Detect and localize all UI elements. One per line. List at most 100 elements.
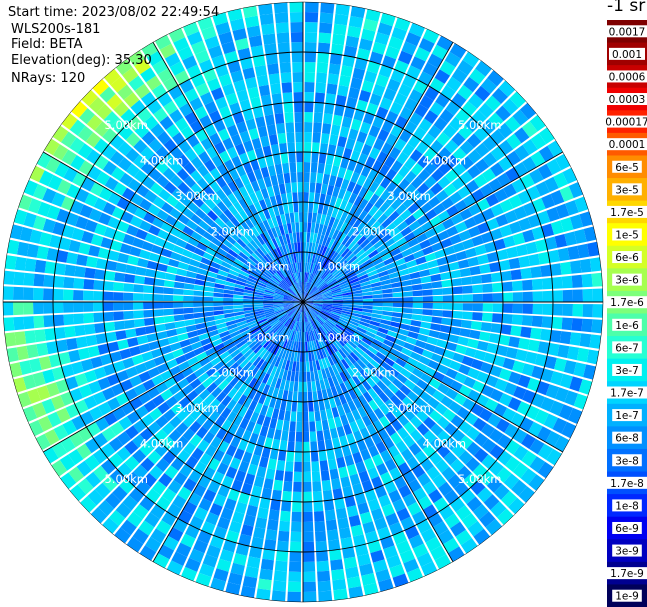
heatmap-cell xyxy=(103,68,121,86)
heatmap-cell xyxy=(233,337,244,346)
heatmap-cell xyxy=(140,146,155,161)
heatmap-cell xyxy=(34,259,47,273)
heatmap-cell xyxy=(420,321,432,329)
heatmap-cell xyxy=(293,471,302,482)
heatmap-cell xyxy=(321,419,330,431)
heatmap-cell xyxy=(312,264,318,274)
heatmap-cell xyxy=(439,324,451,334)
heatmap-cell xyxy=(434,69,451,84)
heatmap-cell xyxy=(215,64,229,78)
heatmap-cell xyxy=(555,387,569,403)
heatmap-cell xyxy=(16,241,30,257)
heatmap-cell xyxy=(441,279,453,288)
heatmap-cell xyxy=(272,580,287,592)
heatmap-cell xyxy=(292,501,302,512)
heatmap-cell xyxy=(278,284,287,291)
heatmap-cell xyxy=(353,430,363,442)
heatmap-cell xyxy=(216,347,228,356)
heatmap-cell xyxy=(333,241,342,252)
heatmap-cell xyxy=(102,387,116,401)
heatmap-cell xyxy=(317,280,326,289)
heatmap-cell xyxy=(78,384,93,398)
heatmap-cell xyxy=(408,373,420,385)
heatmap-cell xyxy=(189,420,202,434)
heatmap-cell xyxy=(320,470,330,481)
heatmap-cell xyxy=(370,317,382,323)
heatmap-cell xyxy=(133,284,144,293)
heatmap-cell xyxy=(259,199,268,211)
heatmap-cell xyxy=(365,349,376,359)
heatmap-cell xyxy=(61,364,75,378)
heatmap-cell xyxy=(138,343,151,354)
heatmap-cell xyxy=(292,320,297,331)
heatmap-cell xyxy=(337,188,346,200)
heatmap-cell xyxy=(525,241,538,255)
heatmap-cell xyxy=(521,433,536,450)
heatmap-cell xyxy=(150,504,166,519)
heatmap-cell xyxy=(424,86,440,101)
heatmap-cell xyxy=(475,142,490,158)
heatmap-cell xyxy=(93,366,107,380)
heatmap-cell xyxy=(455,250,468,261)
heatmap-cell xyxy=(564,231,577,246)
heatmap-cell xyxy=(348,320,359,327)
heatmap-cell xyxy=(53,302,64,314)
heatmap-cell xyxy=(371,476,383,489)
heatmap-cell xyxy=(339,527,352,539)
heatmap-cell xyxy=(164,322,176,331)
heatmap-cell xyxy=(390,432,402,445)
heatmap-cell xyxy=(440,238,453,249)
heatmap-cell xyxy=(473,448,489,463)
colorbar-label-bg xyxy=(605,138,647,151)
heatmap-cell xyxy=(122,357,135,369)
heatmap-cell xyxy=(268,280,278,287)
heatmap-cell xyxy=(185,372,198,384)
heatmap-cell xyxy=(502,407,516,422)
heatmap-cell xyxy=(209,503,223,517)
heatmap-cell xyxy=(309,309,317,317)
heatmap-cell xyxy=(357,502,370,515)
heatmap-cell xyxy=(268,134,278,146)
heatmap-cell xyxy=(312,232,318,244)
heatmap-cell xyxy=(430,545,447,561)
colorbar-label-bg xyxy=(612,499,642,512)
heatmap-cell xyxy=(480,322,492,332)
heatmap-cell xyxy=(439,60,456,76)
heatmap-cell xyxy=(343,369,352,380)
heatmap-cell xyxy=(303,551,315,562)
heatmap-cell xyxy=(110,76,127,93)
heatmap-cell xyxy=(253,391,262,403)
heatmap-cell xyxy=(251,536,264,549)
heatmap-cell xyxy=(327,355,335,366)
heatmap-cell xyxy=(350,150,361,162)
heatmap-cell xyxy=(419,391,432,403)
heatmap-cell xyxy=(427,125,442,139)
heatmap-cell xyxy=(209,261,221,270)
heatmap-cell xyxy=(133,383,147,396)
heatmap-cell xyxy=(355,248,366,258)
heatmap-cell xyxy=(439,108,454,124)
heatmap-cell xyxy=(273,322,282,331)
heatmap-cell xyxy=(349,258,360,267)
heatmap-cell xyxy=(487,70,504,87)
heatmap-cell xyxy=(123,292,134,301)
heatmap-cell xyxy=(303,401,308,412)
heatmap-cell xyxy=(470,480,486,496)
heatmap-cell xyxy=(253,475,265,488)
heatmap-cell xyxy=(209,167,222,180)
heatmap-cell xyxy=(363,18,379,32)
heatmap-cell xyxy=(389,522,403,536)
heatmap-cell xyxy=(284,244,291,255)
heatmap-cell xyxy=(169,415,182,429)
heatmap-cell xyxy=(265,253,274,263)
heatmap-cell xyxy=(312,360,318,372)
heatmap-cell xyxy=(101,427,116,442)
heatmap-cell xyxy=(157,131,171,145)
heatmap-cell xyxy=(292,391,298,402)
heatmap-cell xyxy=(243,348,254,359)
heatmap-cell xyxy=(458,384,472,397)
heatmap-cell xyxy=(438,529,454,545)
heatmap-cell xyxy=(448,546,465,562)
heatmap-cell xyxy=(288,381,295,392)
heatmap-cell xyxy=(294,311,300,321)
